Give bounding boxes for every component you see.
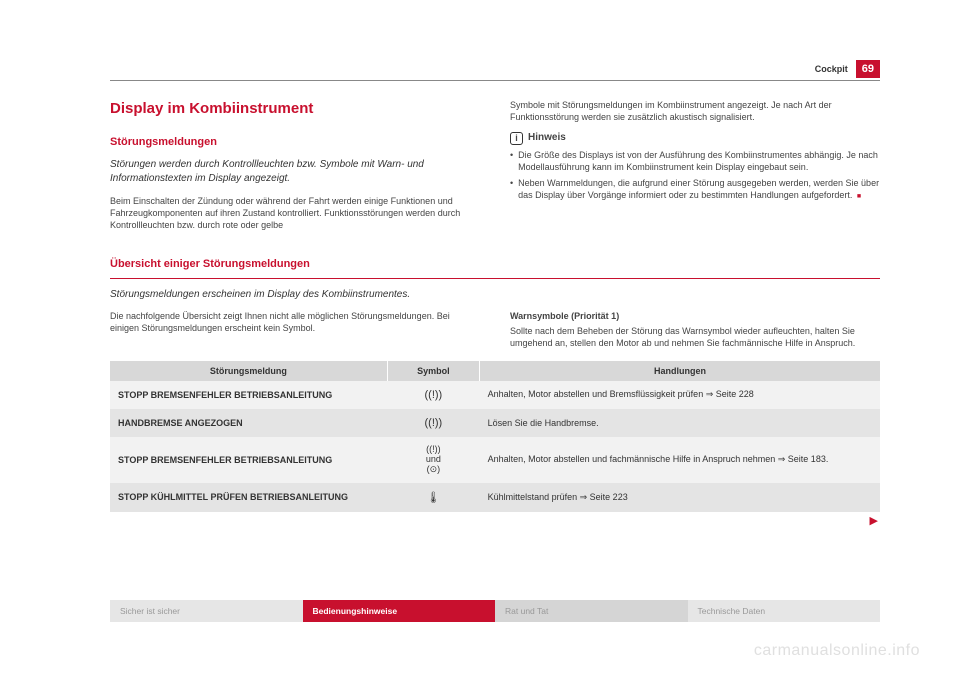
hinweis-heading: i Hinweis xyxy=(510,131,880,145)
tab-rat[interactable]: Rat und Tat xyxy=(495,600,688,622)
th-action: Handlungen xyxy=(480,361,880,381)
body-left: Beim Einschalten der Zündung oder währen… xyxy=(110,195,480,231)
section-label: Cockpit xyxy=(815,64,848,74)
handbrake-icon: ((!)) xyxy=(425,417,443,429)
cell-action: Lösen Sie die Handbremse. xyxy=(480,409,880,437)
subheading-stoerungen: Störungsmeldungen xyxy=(110,135,480,150)
cell-message: STOPP BREMSENFEHLER BETRIEBSANLEITUNG xyxy=(110,437,387,483)
warn-body: Sollte nach dem Beheben der Störung das … xyxy=(510,325,880,349)
overview-left: Die nachfolgende Übersicht zeigt Ihnen n… xyxy=(110,310,480,349)
table-row: STOPP KÜHLMITTEL PRÜFEN BETRIEBSANLEITUN… xyxy=(110,483,880,512)
end-marker-icon: ■ xyxy=(855,193,861,200)
body-right-top: Symbole mit Störungsmeldungen im Kombiin… xyxy=(510,99,880,123)
bullet-icon: • xyxy=(510,177,513,202)
tab-bedienung[interactable]: Bedienungshinweise xyxy=(303,600,496,622)
left-column: Display im Kombiinstrument Störungsmeldu… xyxy=(110,99,480,240)
intro-columns: Display im Kombiinstrument Störungsmeldu… xyxy=(110,99,880,240)
hinweis-bullet-1: • Die Größe des Displays ist von der Aus… xyxy=(510,149,880,173)
page-header: Cockpit 69 xyxy=(110,60,880,78)
footer-tabs: Sicher ist sicher Bedienungshinweise Rat… xyxy=(110,600,880,622)
main-title: Display im Kombiinstrument xyxy=(110,99,480,119)
brake-warning-icon: ((!)) xyxy=(425,389,443,401)
cell-symbol: ((!)) und (⊙) xyxy=(387,437,479,483)
overview-columns: Die nachfolgende Übersicht zeigt Ihnen n… xyxy=(110,310,880,349)
th-message: Störungsmeldung xyxy=(110,361,387,381)
hinweis-label: Hinweis xyxy=(528,131,566,145)
watermark: carmanualsonline.info xyxy=(754,642,920,660)
warn-title: Warnsymbole (Priorität 1) xyxy=(510,310,880,322)
continue-arrow-icon: ▶ xyxy=(110,514,880,527)
cell-action: Anhalten, Motor abstellen und Bremsflüss… xyxy=(480,381,880,409)
overview-left-body: Die nachfolgende Übersicht zeigt Ihnen n… xyxy=(110,310,480,334)
overview-intro: Störungsmeldungen erscheinen im Display … xyxy=(110,289,880,300)
th-symbol: Symbol xyxy=(387,361,479,381)
cell-action: Kühlmittelstand prüfen ⇒ Seite 223 xyxy=(480,483,880,512)
tab-sicher[interactable]: Sicher ist sicher xyxy=(110,600,303,622)
cell-message: HANDBREMSE ANGEZOGEN xyxy=(110,409,387,437)
combined-warning-icon: ((!)) und (⊙) xyxy=(395,445,471,475)
intro-italic-left: Störungen werden durch Kontrollleuchten … xyxy=(110,158,480,185)
cell-message: STOPP KÜHLMITTEL PRÜFEN BETRIEBSANLEITUN… xyxy=(110,483,387,512)
bullet-icon: • xyxy=(510,149,513,173)
cell-message: STOPP BREMSENFEHLER BETRIEBSANLEITUNG xyxy=(110,381,387,409)
info-icon: i xyxy=(510,132,523,145)
overview-heading: Übersicht einiger Störungsmeldungen xyxy=(110,258,880,270)
header-rule xyxy=(110,80,880,81)
cell-symbol: 🌡 xyxy=(387,483,479,512)
coolant-temp-icon: 🌡 xyxy=(426,492,440,504)
cell-symbol: ((!)) xyxy=(387,409,479,437)
table-row: STOPP BREMSENFEHLER BETRIEBSANLEITUNG ((… xyxy=(110,437,880,483)
hinweis-text-1: Die Größe des Displays ist von der Ausfü… xyxy=(518,149,880,173)
document-page: Cockpit 69 Display im Kombiinstrument St… xyxy=(0,0,960,547)
abs-warning-icon: (⊙) xyxy=(395,465,471,475)
tab-technische[interactable]: Technische Daten xyxy=(688,600,881,622)
cell-symbol: ((!)) xyxy=(387,381,479,409)
hinweis-bullet-2: • Neben Warnmeldungen, die aufgrund eine… xyxy=(510,177,880,202)
page-number: 69 xyxy=(856,60,880,78)
cell-action: Anhalten, Motor abstellen und fachmännis… xyxy=(480,437,880,483)
fault-table: Störungsmeldung Symbol Handlungen STOPP … xyxy=(110,361,880,512)
hinweis-text-2: Neben Warnmeldungen, die aufgrund einer … xyxy=(518,177,880,202)
table-row: STOPP BREMSENFEHLER BETRIEBSANLEITUNG ((… xyxy=(110,381,880,409)
table-row: HANDBREMSE ANGEZOGEN ((!)) Lösen Sie die… xyxy=(110,409,880,437)
table-header-row: Störungsmeldung Symbol Handlungen xyxy=(110,361,880,381)
right-column: Symbole mit Störungsmeldungen im Kombiin… xyxy=(510,99,880,240)
section-rule xyxy=(110,278,880,279)
overview-right: Warnsymbole (Priorität 1) Sollte nach de… xyxy=(510,310,880,349)
